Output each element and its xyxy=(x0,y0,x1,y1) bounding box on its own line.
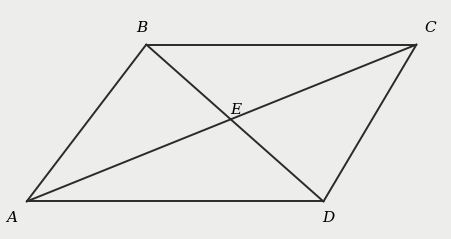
Text: E: E xyxy=(230,103,241,117)
Text: A: A xyxy=(6,211,17,225)
Text: D: D xyxy=(321,211,333,225)
Text: B: B xyxy=(136,21,147,35)
Text: C: C xyxy=(424,21,436,35)
